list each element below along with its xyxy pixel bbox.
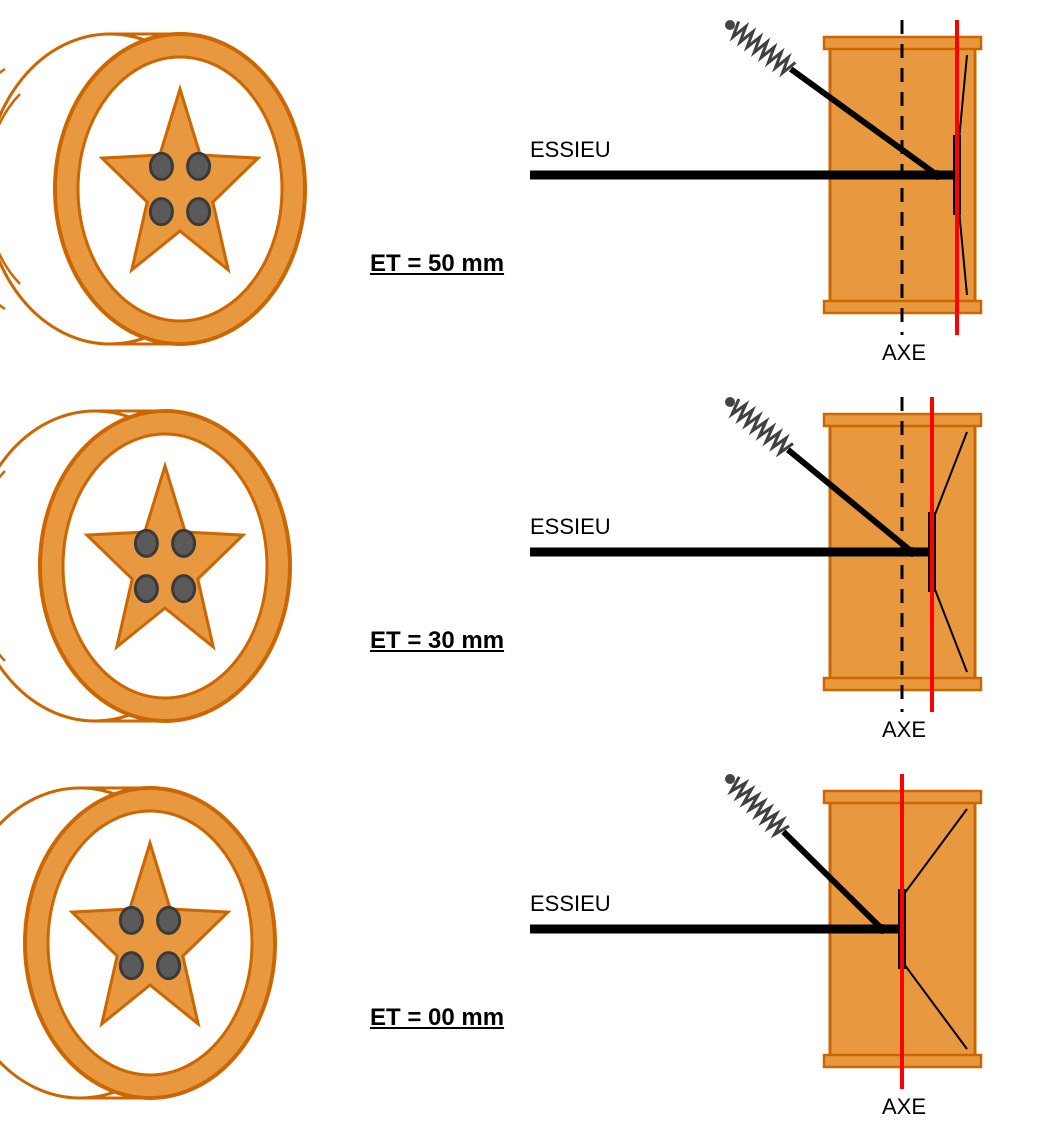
wheel-cross-section: ESSIEU AXE xyxy=(530,0,1047,377)
offset-row-2: ET = 00 mm ESSIEU AXE xyxy=(0,754,1047,1131)
wheel-cross-section: ESSIEU AXE xyxy=(530,754,1047,1131)
axe-label: AXE xyxy=(882,1094,926,1119)
wheel-cross-section: ESSIEU AXE xyxy=(530,377,1047,754)
essieu-label: ESSIEU xyxy=(530,891,611,916)
essieu-label: ESSIEU xyxy=(530,137,611,162)
offset-row-0: ET = 50 mm ESSIEU AXE xyxy=(0,0,1047,377)
et-value-label: ET = 00 mm xyxy=(370,1004,504,1032)
wheel-3d-view xyxy=(0,386,350,746)
axe-label: AXE xyxy=(882,340,926,365)
wheel-3d-view xyxy=(0,763,350,1123)
essieu-label: ESSIEU xyxy=(530,514,611,539)
offset-row-1: ET = 30 mm ESSIEU AXE xyxy=(0,377,1047,754)
wheel-3d-view xyxy=(0,9,350,369)
et-value-label: ET = 50 mm xyxy=(370,250,504,278)
et-value-label: ET = 30 mm xyxy=(370,627,504,655)
axe-label: AXE xyxy=(882,717,926,742)
